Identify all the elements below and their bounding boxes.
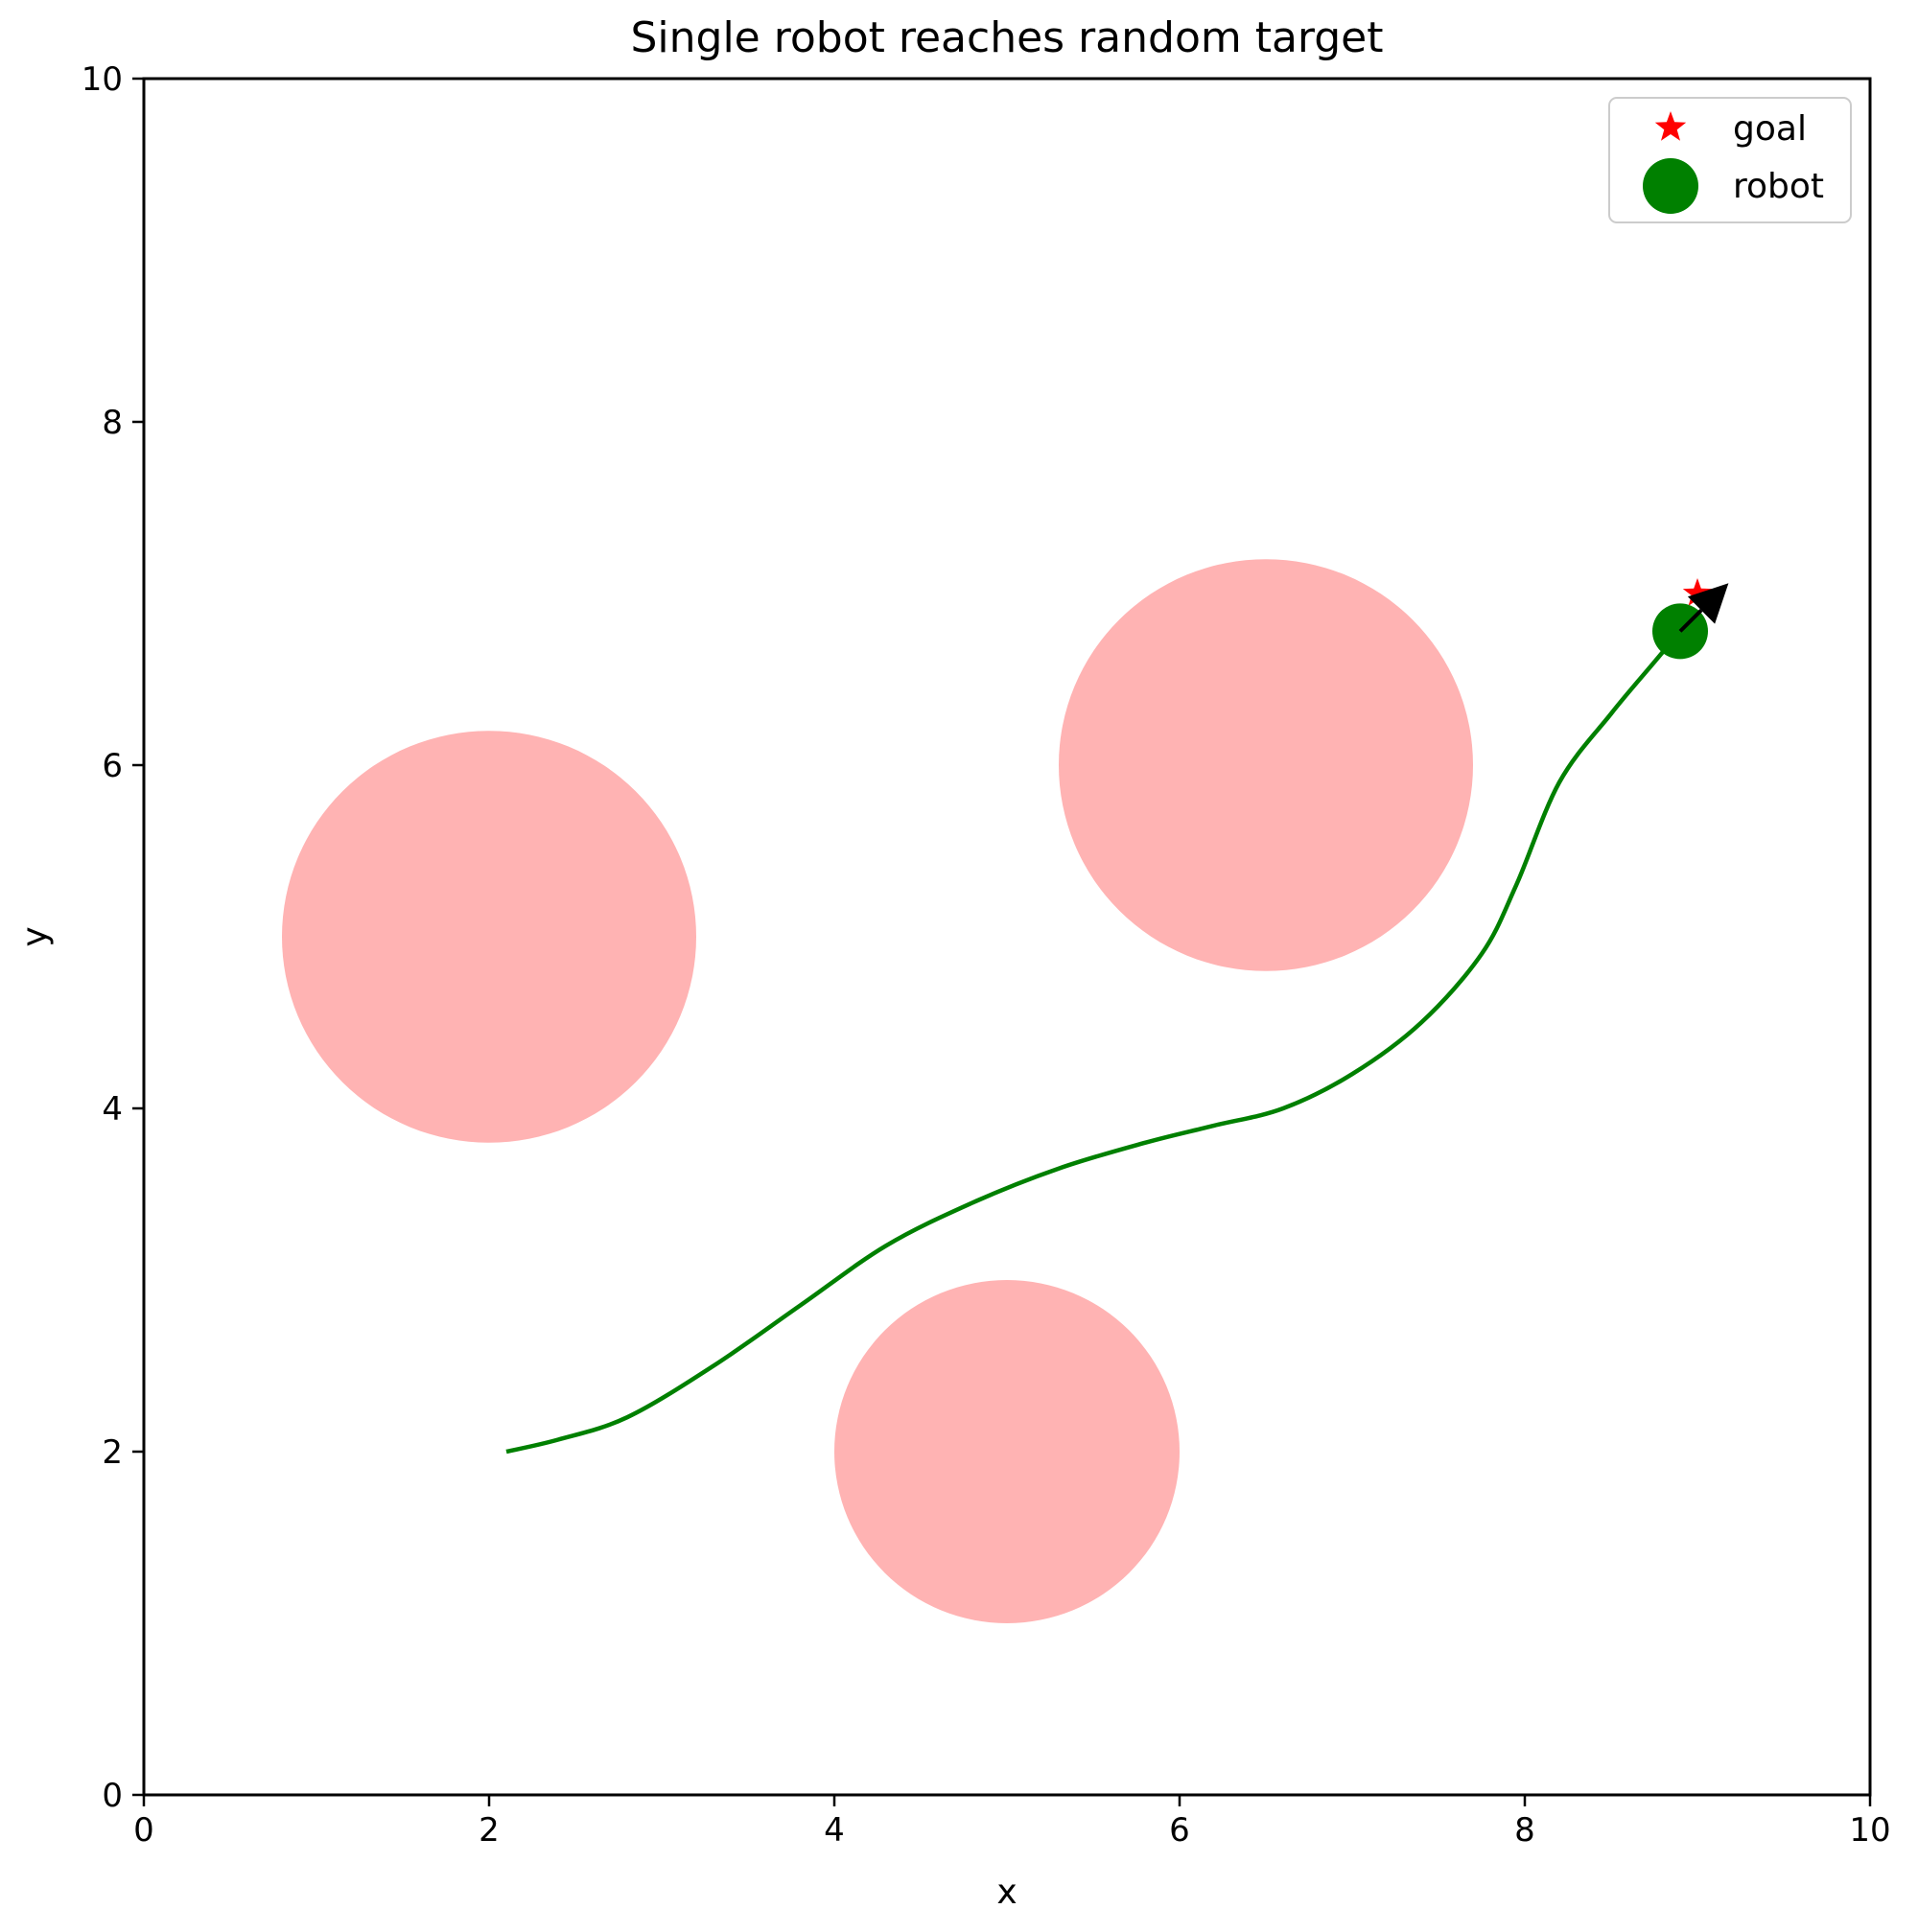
y-axis: 0 2 4 6 8 10: [82, 60, 144, 1815]
x-tick-label: 0: [133, 1811, 154, 1850]
obstacle-2: [1059, 559, 1473, 971]
trajectory-line: [505, 629, 1682, 1455]
plot-frame: [142, 77, 1872, 1797]
y-tick-label: 0: [102, 1777, 123, 1815]
legend-label-goal: goal: [1733, 109, 1807, 149]
chart-title: Single robot reaches random target: [630, 13, 1383, 62]
y-axis-label: y: [15, 926, 55, 946]
heading-arrow-shaft: [1678, 609, 1703, 633]
trajectory: [505, 629, 1682, 1455]
x-axis: 0 2 4 6 8 10: [133, 1795, 1891, 1850]
y-tick-label: 8: [102, 404, 123, 442]
x-tick-label: 8: [1514, 1811, 1535, 1850]
x-axis-label: x: [996, 1873, 1017, 1912]
x-tick-label: 2: [479, 1811, 500, 1850]
obstacles: [282, 559, 1473, 1623]
x-tick-label: 4: [824, 1811, 845, 1850]
markers: [1652, 578, 1729, 660]
legend: goal robot: [1608, 97, 1852, 223]
y-tick-label: 4: [102, 1090, 123, 1129]
x-tick-label: 10: [1849, 1811, 1890, 1850]
legend-goal-star-icon: [1654, 111, 1687, 141]
legend-label-robot: robot: [1733, 167, 1824, 206]
x-tick-label: 6: [1169, 1811, 1190, 1850]
legend-robot-circle-icon: [1643, 158, 1698, 214]
y-tick-label: 2: [102, 1433, 123, 1472]
goal-star-marker: [1682, 578, 1713, 606]
obstacle-1: [282, 731, 696, 1143]
heading-arrow-head: [1687, 583, 1729, 624]
y-tick-label: 10: [82, 60, 123, 99]
y-tick-label: 6: [102, 747, 123, 785]
obstacle-3: [834, 1280, 1180, 1623]
